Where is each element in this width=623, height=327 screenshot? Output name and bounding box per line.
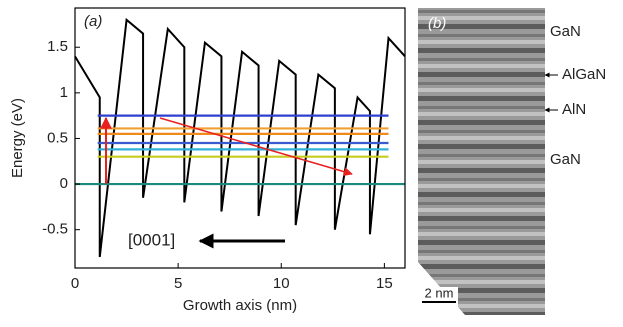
y-tick-label: 0 — [60, 175, 68, 192]
layer-label: GaN — [550, 23, 581, 40]
y-axis-label: Energy (eV) — [9, 98, 26, 178]
scale-bar-label: 2 nm — [425, 285, 454, 300]
series-line — [74, 17, 406, 258]
panel-label: (a) — [84, 13, 102, 30]
x-tick-label: 10 — [273, 275, 290, 292]
transition-arrow — [159, 117, 353, 177]
tem-image — [418, 8, 545, 315]
layer-label: AlGaN — [562, 66, 606, 83]
layer-label: AlN — [562, 101, 586, 118]
layer-label: GaN — [550, 151, 581, 168]
y-tick-label: 1 — [60, 84, 68, 101]
panel-label: (b) — [428, 15, 446, 32]
direction-label: [0001] — [128, 230, 175, 249]
x-tick-label: 5 — [174, 275, 182, 292]
x-tick-label: 0 — [71, 275, 79, 292]
x-axis-label: Growth axis (nm) — [183, 297, 297, 314]
y-tick-label: 1.5 — [47, 38, 68, 55]
x-tick-label: 15 — [376, 275, 393, 292]
y-tick-label: -0.5 — [42, 221, 68, 238]
plot-area — [74, 17, 406, 258]
y-tick-label: 0.5 — [47, 129, 68, 146]
